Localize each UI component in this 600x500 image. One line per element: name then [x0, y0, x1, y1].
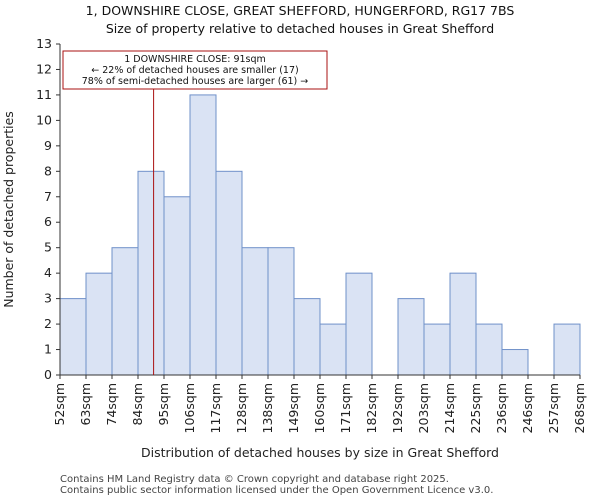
x-tick-label: 138sqm: [260, 383, 275, 433]
x-tick-label: 106sqm: [182, 383, 197, 433]
x-tick-label: 160sqm: [312, 383, 327, 433]
bar: [241, 247, 269, 376]
y-tick-label: 13: [36, 36, 52, 51]
y-tick-label: 4: [44, 265, 52, 280]
bar: [59, 298, 87, 376]
x-tick-label: 52sqm: [52, 383, 67, 426]
chart-subtitle: Size of property relative to detached ho…: [105, 21, 495, 36]
x-tick-label: 95sqm: [156, 383, 171, 426]
bar: [553, 323, 581, 376]
y-tick-label: 3: [44, 291, 52, 306]
y-tick-label: 2: [44, 316, 52, 331]
annotation-box: [62, 50, 328, 90]
bar: [85, 272, 113, 376]
bar: [423, 323, 451, 376]
x-tick-label: 192sqm: [390, 383, 405, 433]
bar: [267, 247, 295, 376]
bar: [449, 272, 477, 376]
bar: [397, 298, 425, 376]
x-tick-label: 182sqm: [364, 383, 379, 433]
footer-line-2: Contains public sector information licen…: [60, 485, 494, 496]
y-tick-label: 1: [44, 342, 52, 357]
x-tick-label: 171sqm: [338, 383, 353, 433]
x-tick-label: 246sqm: [520, 383, 535, 433]
x-tick-label: 203sqm: [416, 383, 431, 433]
bar: [111, 247, 139, 376]
bar: [475, 323, 503, 376]
bar: [137, 170, 165, 376]
annotation-line-1: 1 DOWNSHIRE CLOSE: 91sqm: [124, 54, 266, 65]
footer-line-1: Contains HM Land Registry data © Crown c…: [60, 474, 449, 485]
bar: [319, 323, 347, 376]
x-tick-label: 128sqm: [234, 383, 249, 433]
x-tick-label: 74sqm: [104, 383, 119, 426]
bar: [345, 272, 373, 376]
x-axis-title: Distribution of detached houses by size …: [141, 445, 499, 460]
y-tick-label: 6: [44, 214, 52, 229]
y-tick-label: 10: [36, 112, 52, 127]
bar: [163, 196, 191, 376]
x-tick-label: 268sqm: [572, 383, 587, 433]
bar: [215, 170, 243, 376]
x-tick-label: 84sqm: [130, 383, 145, 426]
y-tick-label: 7: [44, 189, 52, 204]
y-tick-label: 9: [44, 138, 52, 153]
bar: [293, 298, 321, 376]
x-tick-label: 214sqm: [442, 383, 457, 433]
bar: [189, 94, 217, 376]
x-tick-label: 236sqm: [494, 383, 509, 433]
annotation-line-3: 78% of semi-detached houses are larger (…: [82, 76, 309, 87]
x-tick-label: 257sqm: [546, 383, 561, 433]
y-tick-label: 0: [44, 367, 52, 382]
annotation-line-2: ← 22% of detached houses are smaller (17…: [91, 65, 298, 76]
x-tick-label: 63sqm: [78, 383, 93, 426]
y-tick-label: 8: [44, 163, 52, 178]
chart-title: 1, DOWNSHIRE CLOSE, GREAT SHEFFORD, HUNG…: [85, 3, 515, 18]
y-tick-label: 5: [44, 240, 52, 255]
x-tick-label: 117sqm: [208, 383, 223, 433]
y-axis-title: Number of detached properties: [1, 111, 16, 308]
x-tick-label: 149sqm: [286, 383, 301, 433]
x-tick-label: 225sqm: [468, 383, 483, 433]
y-tick-label: 11: [36, 87, 52, 102]
bar: [501, 349, 529, 376]
y-tick-label: 12: [36, 61, 52, 76]
